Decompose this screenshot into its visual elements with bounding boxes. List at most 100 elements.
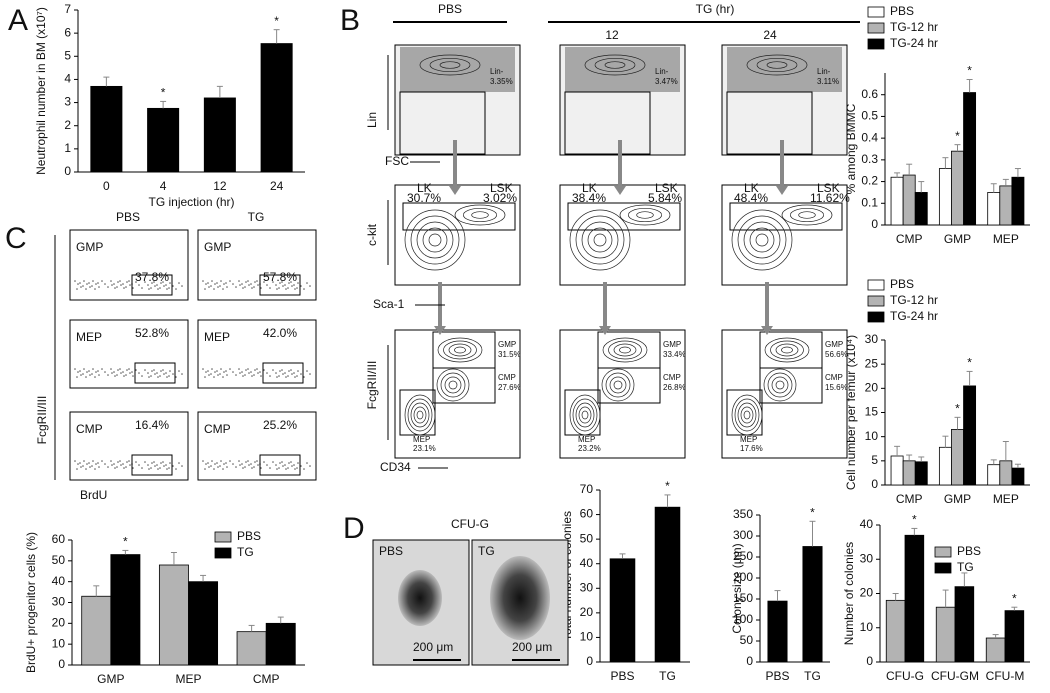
event (254, 369, 256, 371)
event (80, 286, 82, 288)
event (281, 369, 283, 371)
event (220, 368, 222, 370)
gate-name: GMP (498, 340, 516, 349)
event (245, 281, 247, 283)
event (297, 462, 299, 464)
bar (951, 429, 964, 486)
gate-name: CMP (825, 373, 843, 382)
event (181, 373, 183, 375)
event (138, 372, 140, 374)
axis-label: FSC (385, 154, 409, 168)
axis-label: c-kit (365, 223, 379, 246)
bar (954, 586, 975, 663)
event (147, 284, 149, 286)
event (129, 372, 131, 374)
y-tick-label: 0.5 (861, 109, 878, 123)
gate-value: 38.4% (572, 191, 606, 205)
gate-value: 42.0% (263, 326, 297, 340)
event (151, 370, 153, 372)
event (163, 285, 165, 287)
panel-letter: A (8, 4, 28, 37)
event (157, 288, 159, 290)
bar (1004, 610, 1025, 663)
gate-value: 30.7% (407, 191, 441, 205)
event (151, 462, 153, 464)
gate-name: GMP (663, 340, 681, 349)
event (247, 368, 249, 370)
event (128, 460, 130, 462)
y-tick-label: 0 (58, 657, 65, 671)
event (122, 463, 124, 465)
y-tick-label: 350 (733, 507, 753, 521)
event (168, 375, 170, 377)
y-tick-label: 50 (52, 553, 66, 567)
flow-plot (559, 184, 686, 286)
significance-mark: * (123, 535, 128, 549)
gate-name: CMP (204, 422, 231, 436)
gate-name: Lin- (817, 67, 831, 76)
event (125, 374, 127, 376)
event (229, 368, 231, 370)
y-tick-label: 0 (871, 477, 878, 491)
gate-name: MEP (578, 435, 595, 444)
significance-mark: * (810, 505, 815, 519)
event (141, 287, 143, 289)
y-tick-label: 0.6 (861, 87, 878, 101)
column-header: PBS (438, 2, 462, 16)
bar (1011, 467, 1025, 486)
event (104, 463, 106, 465)
contour (781, 204, 833, 226)
bar (985, 637, 1006, 663)
event (291, 465, 293, 467)
bar (802, 546, 823, 663)
event (144, 281, 146, 283)
event (296, 287, 298, 289)
event (282, 373, 284, 375)
event (205, 283, 207, 285)
contour (737, 402, 757, 428)
event (282, 465, 284, 467)
gate-name: LSK (817, 181, 840, 195)
contour (410, 402, 430, 428)
event (104, 371, 106, 373)
event (238, 368, 240, 370)
event (168, 467, 170, 469)
contour (416, 410, 424, 420)
event (86, 463, 88, 465)
event (129, 284, 131, 286)
event (110, 368, 112, 370)
contour (581, 410, 589, 420)
contour (410, 215, 460, 265)
x-tick-label: PBS (610, 669, 634, 683)
event (175, 376, 177, 378)
event (160, 282, 162, 284)
y-tick-label: 10 (865, 429, 879, 443)
event (269, 287, 271, 289)
x-tick-label: MEP (993, 492, 1019, 506)
event (88, 462, 90, 464)
event (284, 464, 286, 466)
legend-label: TG-24 hr (890, 309, 938, 323)
event (207, 282, 209, 284)
event (223, 463, 225, 465)
event (166, 468, 168, 470)
bar (203, 97, 236, 173)
event (223, 283, 225, 285)
event (147, 464, 149, 466)
event (241, 283, 243, 285)
contour (419, 54, 481, 76)
event (95, 283, 97, 285)
event (294, 376, 296, 378)
event (156, 464, 158, 466)
event (226, 286, 228, 288)
event (250, 283, 252, 285)
event (132, 375, 134, 377)
contour (404, 209, 466, 271)
event (153, 281, 155, 283)
y-tick-label: 2 (64, 118, 71, 132)
contour (572, 398, 598, 432)
event (229, 460, 231, 462)
event (150, 375, 152, 377)
gate (402, 202, 516, 231)
event (117, 369, 119, 371)
